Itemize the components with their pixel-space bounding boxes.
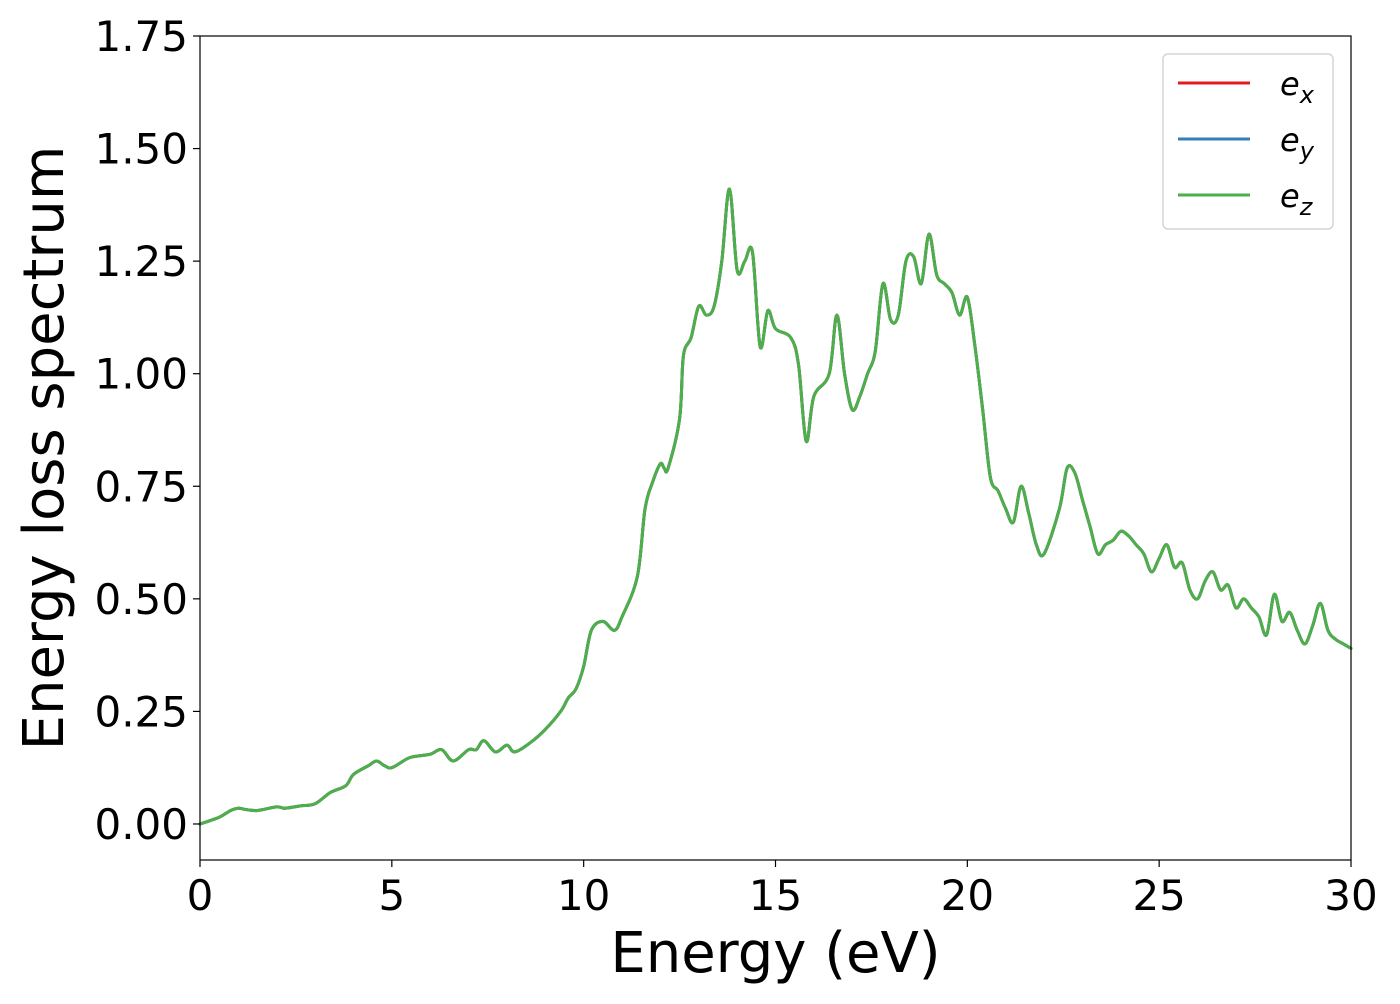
legend-label-x: ex	[1280, 65, 1315, 109]
legend-label-subscript: x	[1299, 81, 1315, 109]
legend-label-subscript: y	[1299, 137, 1315, 165]
x-tick-label: 5	[378, 871, 405, 920]
legend-label-z: ez	[1280, 177, 1314, 221]
legend-label-y: ey	[1280, 121, 1315, 165]
y-tick-label: 0.25	[94, 687, 188, 736]
x-tick-label: 15	[749, 871, 802, 920]
legend-box	[1162, 53, 1334, 230]
series-layer	[198, 187, 1353, 826]
series-line-z	[198, 187, 1353, 826]
y-tick-label: 0.75	[94, 462, 188, 511]
y-tick-label: 0.50	[94, 575, 188, 624]
legend-label-base: e	[1280, 177, 1300, 215]
y-axis: 0.00 0.25 0.50 0.75 1.00 1.25 1.50 1.75	[94, 12, 200, 849]
y-tick-label: 1.75	[94, 12, 188, 61]
x-tick-label: 30	[1324, 871, 1377, 920]
legend-label-subscript: z	[1299, 193, 1314, 221]
x-tick-label: 20	[941, 871, 994, 920]
x-tick-label: 10	[557, 871, 610, 920]
y-axis-title: Energy loss spectrum	[12, 146, 77, 751]
legend-label-base: e	[1280, 65, 1300, 103]
x-tick-label: 0	[187, 871, 214, 920]
y-tick-label: 1.50	[94, 125, 188, 174]
y-tick-label: 0.00	[94, 800, 188, 849]
x-tick-label: 25	[1132, 871, 1185, 920]
x-axis-title: Energy (eV)	[610, 921, 940, 986]
y-tick-label: 1.00	[94, 350, 188, 399]
y-tick-label: 1.25	[94, 237, 188, 286]
x-axis: 0 5 10 15 20 25 30	[187, 860, 1378, 920]
legend-label-base: e	[1280, 121, 1300, 159]
